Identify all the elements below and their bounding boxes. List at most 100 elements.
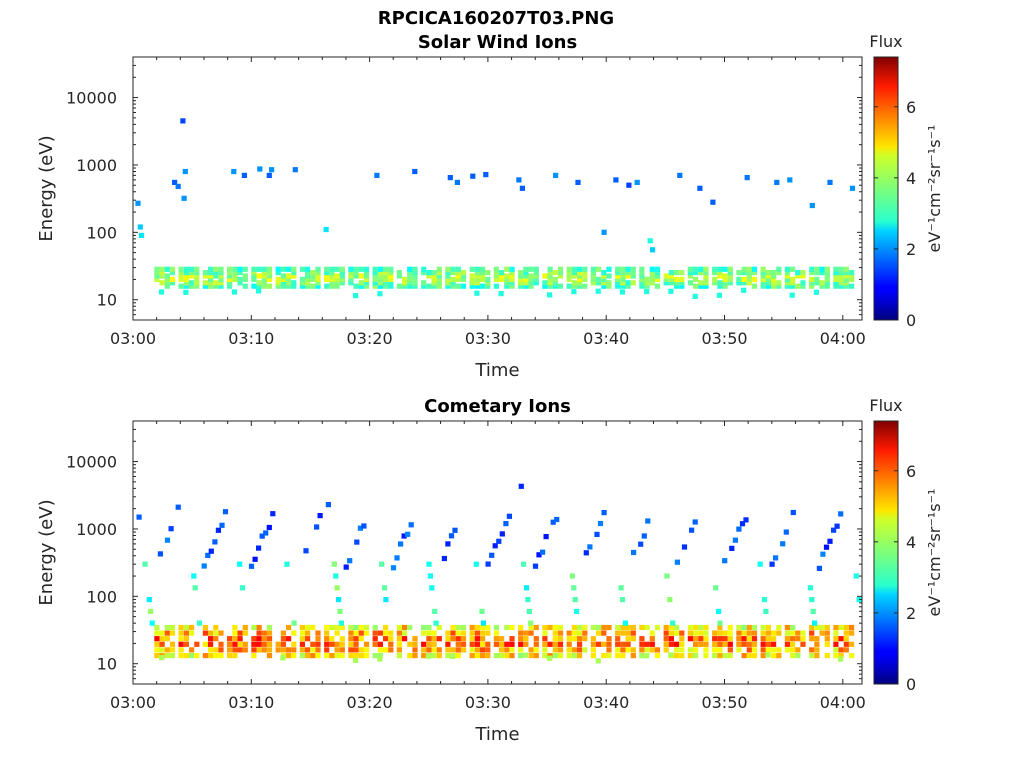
spectrogram-cell [790, 647, 796, 653]
spectrogram-cell [377, 280, 383, 286]
spectrogram-cell [687, 647, 693, 653]
spectrogram-cell [509, 653, 515, 659]
spectrogram-cell [286, 647, 292, 653]
spectrogram-cell [460, 636, 467, 642]
spectrogram-cell [692, 519, 698, 525]
spectrogram-cell [620, 276, 626, 282]
spectrogram-cell [242, 283, 248, 289]
spectrogram-cell [795, 647, 801, 653]
spectrogram-cell [474, 653, 480, 659]
spectrogram-cell [178, 276, 184, 282]
spectrogram-cell [557, 630, 564, 636]
spectrogram-cell [436, 647, 442, 653]
spectrogram-cell [571, 280, 577, 286]
spectrogram-cell [838, 283, 844, 289]
x-tick-label: 03:10 [228, 693, 274, 712]
spectrogram-cell [630, 273, 636, 279]
spectrogram-cell [227, 641, 233, 647]
spectrogram-cell [353, 630, 359, 636]
spectrogram-cell [833, 653, 839, 659]
spectrogram-cell [550, 519, 556, 525]
spectrogram-cell [266, 283, 273, 289]
spectrogram-cell [354, 539, 360, 545]
spectrogram-cell [765, 630, 771, 636]
spectrogram-cell [679, 653, 685, 659]
spectrogram-cell [164, 630, 170, 636]
spectrogram-cell [542, 653, 548, 659]
spectrogram-cell [547, 292, 553, 298]
spectrogram-cell [431, 270, 437, 276]
spectrogram-cell [421, 283, 427, 289]
y-tick-label: 100 [86, 223, 117, 242]
spectrogram-cell [407, 653, 413, 659]
spectrogram-cell [601, 280, 607, 286]
spectrogram-cell [615, 641, 621, 647]
spectrogram-cell [358, 636, 364, 642]
colorbar-tick-label: 4 [906, 533, 916, 552]
spectrogram-cell [388, 273, 394, 279]
spectrogram-cell [693, 624, 699, 631]
spectrogram-cell [698, 636, 704, 642]
spectrogram-cell [760, 653, 766, 659]
spectrogram-cell [334, 280, 340, 286]
spectrogram-cell [445, 630, 451, 636]
spectrogram-cell [760, 276, 766, 282]
spectrogram-cell [480, 641, 486, 647]
spectrogram-cell [412, 270, 418, 276]
spectrogram-cell [833, 636, 839, 642]
spectrogram-cell [448, 533, 455, 539]
spectrogram-cell [425, 653, 431, 659]
spectrogram-cell [518, 273, 524, 279]
spectrogram-cell [299, 653, 305, 659]
spectrogram-cell [218, 647, 224, 653]
spectrogram-cell [816, 565, 822, 571]
spectrogram-cell [348, 276, 354, 282]
spectrogram-cell [814, 266, 820, 272]
spectrogram-cell [722, 276, 728, 282]
spectrogram-cell [809, 647, 815, 653]
colorbar-title: Flux [869, 32, 902, 51]
spectrogram-cell [577, 273, 583, 279]
spectrogram-cell [523, 266, 529, 272]
spectrogram-cell [202, 624, 208, 631]
spectrogram-cell [566, 283, 572, 289]
spectrogram-cell [334, 283, 340, 289]
spectrogram-cell [824, 283, 830, 289]
spectrogram-cell [741, 266, 747, 272]
spectrogram-cell [597, 520, 604, 527]
spectrogram-cell [557, 636, 564, 642]
spectrogram-cell [334, 276, 340, 282]
spectrogram-cell [310, 647, 316, 653]
spectrogram-cell [205, 552, 211, 558]
spectrogram-cell [183, 280, 189, 286]
spectrogram-cell [383, 636, 389, 642]
spectrogram-cell [518, 647, 524, 653]
spectrogram-cell [596, 276, 602, 282]
spectrogram-cell [596, 641, 602, 647]
spectrogram-cell [746, 280, 752, 286]
spectrogram-cell [679, 276, 685, 282]
spectrogram-cell [687, 636, 693, 642]
spectrogram-cell [169, 266, 176, 272]
spectrogram-cell [566, 270, 572, 276]
spectrogram-cell [256, 273, 262, 279]
spectrogram-cell [251, 283, 257, 289]
spectrogram-cell [795, 636, 801, 642]
spectrogram-cell [523, 630, 529, 636]
spectrogram-cell [824, 636, 830, 642]
spectrogram-cell [595, 658, 601, 664]
spectrogram-cell [744, 175, 750, 181]
spectrogram-cell [774, 179, 780, 185]
spectrogram-cell [831, 527, 837, 533]
spectrogram-cell [480, 273, 486, 279]
spectrogram-cell [504, 266, 510, 272]
spectrogram-cell [649, 273, 655, 279]
spectrogram-cell [227, 276, 233, 282]
spectrogram-cell [722, 283, 728, 289]
spectrogram-cell [571, 266, 577, 272]
spectrogram-cell [590, 273, 596, 279]
spectrogram-cell [275, 641, 281, 647]
spectrogram-cell [727, 636, 733, 642]
spectrogram-cell [493, 636, 499, 642]
spectrogram-cell [175, 504, 181, 510]
